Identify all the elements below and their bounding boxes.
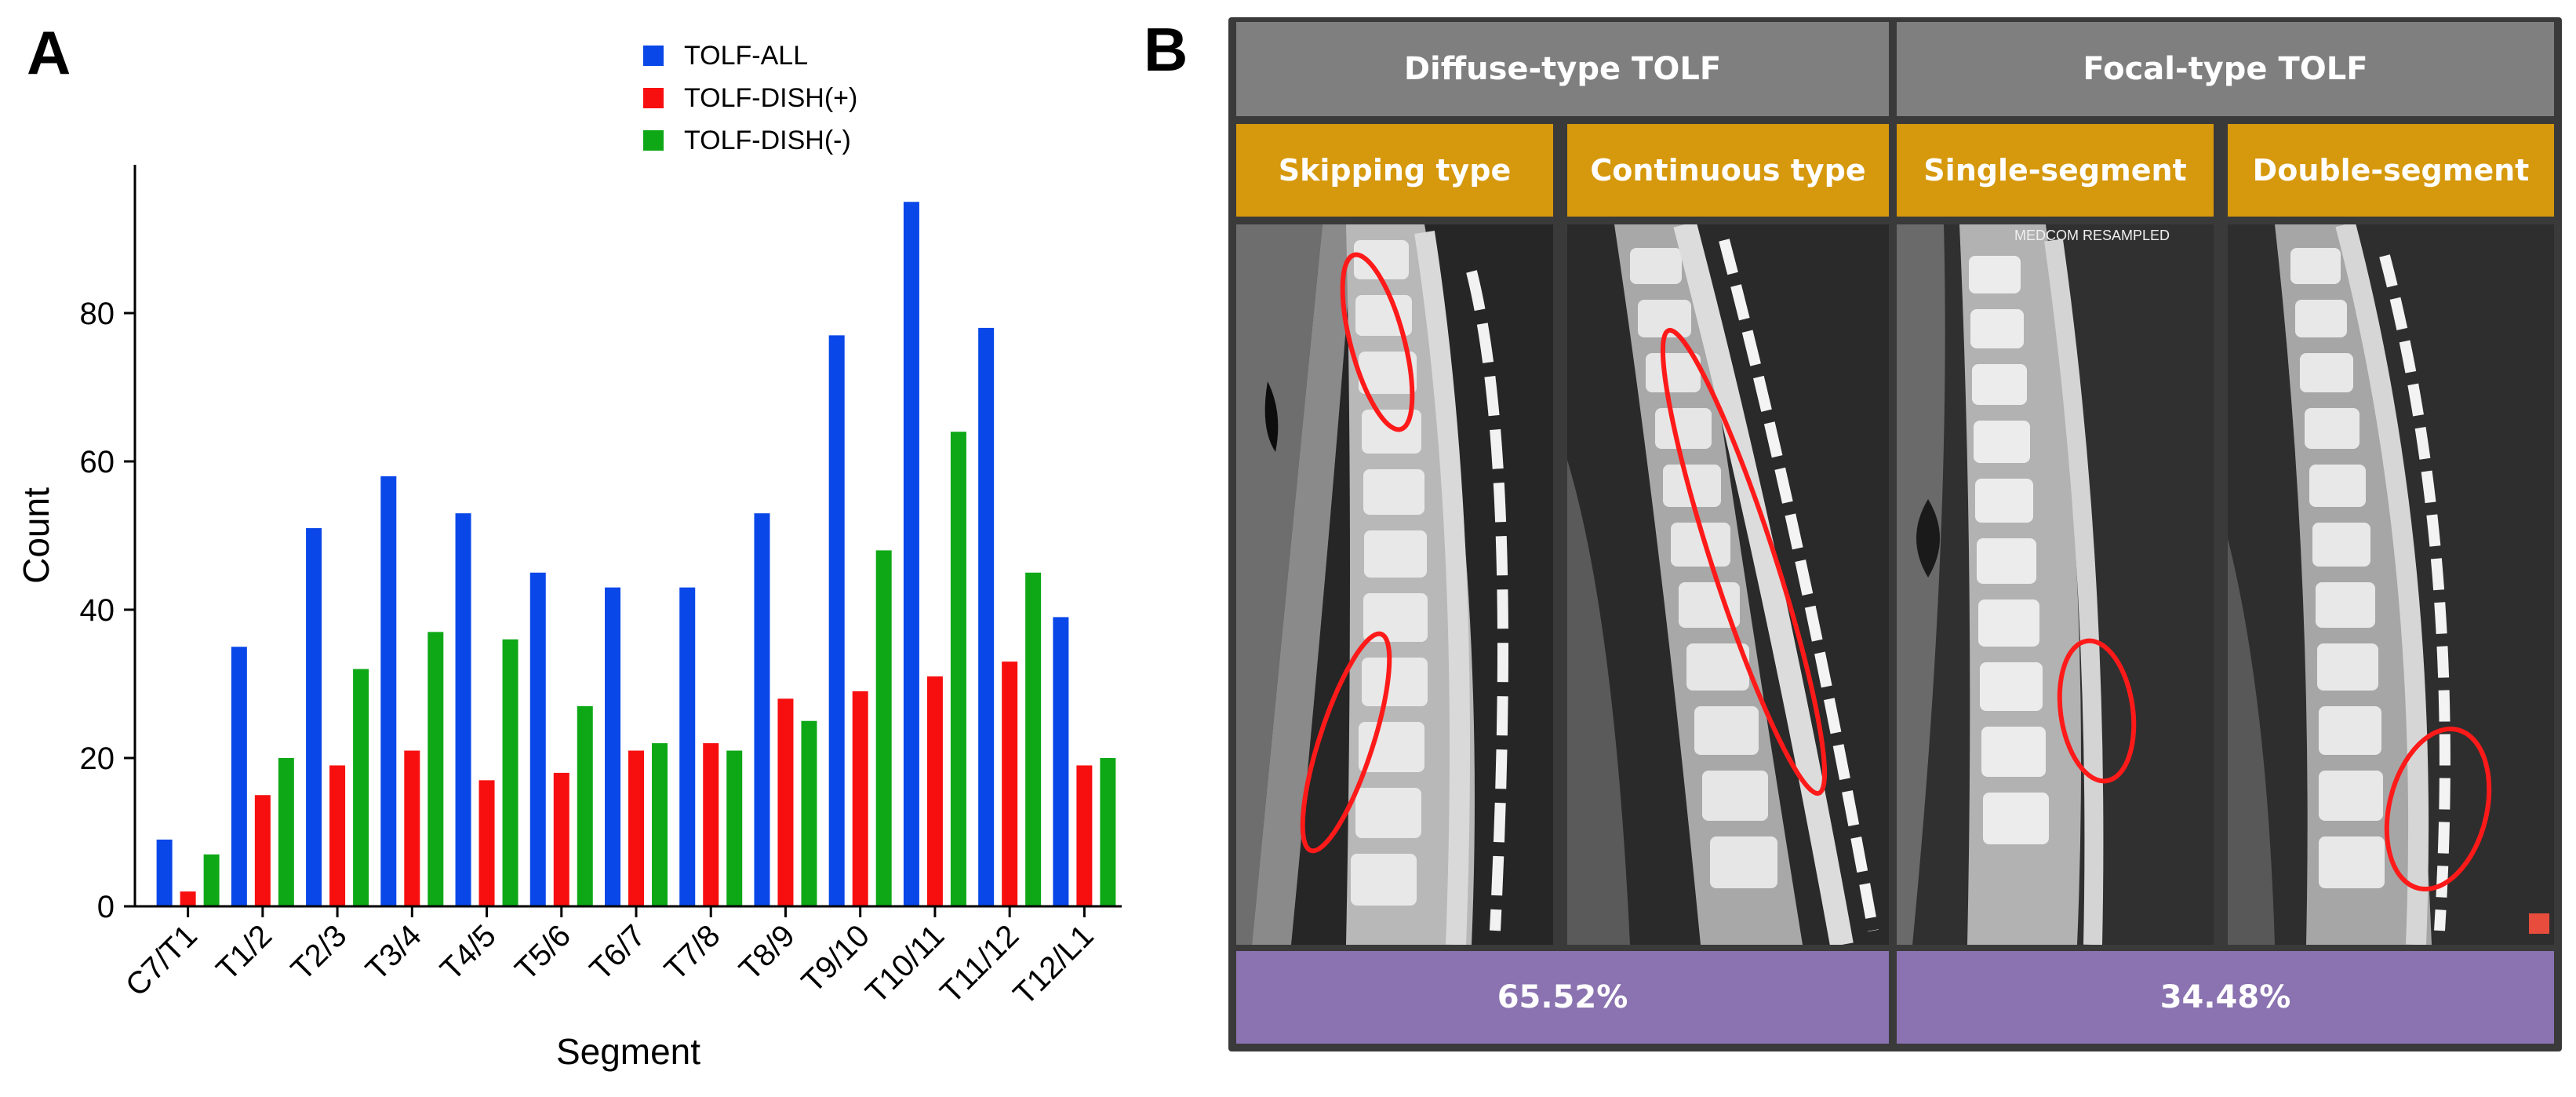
y-tick-label: 40	[80, 593, 115, 628]
bar-tolf-all-t7-8	[679, 587, 696, 906]
x-tick-label: T11/12	[933, 918, 1025, 1010]
bar-tolf-dish--t12-l1	[1100, 758, 1116, 906]
x-tick-label: T1/2	[209, 918, 278, 987]
bar-tolf-dish--t1-2	[254, 795, 271, 906]
bar-tolf-all-t1-2	[231, 647, 247, 906]
y-tick-label: 0	[97, 890, 115, 924]
x-tick-label: C7/T1	[119, 918, 204, 1003]
y-tick-label: 20	[80, 742, 115, 776]
x-tick-label: T2/3	[285, 918, 354, 987]
bar-tolf-all-t5-6	[529, 572, 546, 906]
x-tick-label: T5/6	[508, 918, 577, 987]
group-header-focal: Focal-type TOLF	[1897, 22, 2554, 116]
x-tick-label: T7/8	[658, 918, 727, 987]
y-axis-title: Count	[16, 487, 56, 584]
x-tick-label: T8/9	[733, 918, 802, 987]
ct-image-skipping	[1236, 224, 1553, 945]
bar-tolf-dish--t9-10	[852, 691, 868, 906]
legend-label: TOLF-DISH(-)	[684, 126, 851, 155]
bar-tolf-all-t11-12	[978, 327, 995, 906]
panel-a-label: A	[27, 18, 71, 87]
legend-swatch-tolf-dish-	[643, 88, 664, 108]
bar-tolf-dish--t8-9	[801, 720, 817, 906]
y-tick-label: 60	[80, 445, 115, 479]
subtype-continuous: Continuous type	[1567, 124, 1889, 217]
bar-tolf-dish--c7-t1	[180, 891, 196, 906]
percent-focal: 34.48%	[1897, 951, 2554, 1044]
bar-tolf-dish--t12-l1	[1076, 765, 1093, 906]
x-tick-label: T4/5	[434, 918, 503, 987]
ct-image-continuous	[1567, 224, 1889, 945]
bar-tolf-all-t3-4	[380, 476, 397, 906]
percent-diffuse: 65.52%	[1236, 951, 1889, 1044]
x-tick-label: T3/4	[359, 918, 428, 987]
subtype-skipping: Skipping type	[1236, 124, 1553, 217]
ct-comparison-panel: Diffuse-type TOLF Focal-type TOLF Skippi…	[1228, 17, 2562, 1051]
bar-chart: 0 20 40 60 80 C7/T1 T1/2 T2/3 T3/4 T4/5 T5/6 T6/7 T7…	[16, 41, 1122, 1072]
panel-b-label: B	[1144, 15, 1188, 84]
subtype-single-segment: Single-segment	[1897, 124, 2214, 217]
bar-tolf-dish--c7-t1	[203, 854, 220, 906]
bar-tolf-dish--t6-7	[652, 743, 668, 906]
ct-image-single-segment: MEDCOM RESAMPLED	[1897, 224, 2214, 945]
bar-tolf-all-t10-11	[903, 202, 919, 906]
x-tick-label: T12/L1	[1007, 918, 1101, 1011]
bar-tolf-all-c7-t1	[156, 839, 173, 906]
bar-tolf-dish--t11-12	[1025, 572, 1042, 906]
bar-tolf-dish--t4-5	[478, 780, 495, 906]
bar-tolf-dish--t3-4	[428, 632, 444, 906]
legend-swatch-tolf-dish-	[643, 130, 664, 151]
subtype-double-segment: Double-segment	[2228, 124, 2554, 217]
bar-tolf-all-t4-5	[455, 513, 471, 906]
bar-tolf-dish--t4-5	[502, 639, 518, 906]
bar-tolf-dish--t9-10	[875, 550, 892, 906]
bar-tolf-dish--t10-11	[926, 676, 943, 906]
bar-tolf-dish--t2-3	[329, 765, 346, 906]
bar-tolf-dish--t2-3	[353, 669, 369, 906]
bar-tolf-all-t9-10	[828, 335, 845, 907]
bar-tolf-dish--t11-12	[1002, 661, 1018, 906]
bar-tolf-dish--t7-8	[726, 750, 743, 906]
y-tick-label: 80	[80, 297, 115, 331]
group-header-diffuse: Diffuse-type TOLF	[1236, 22, 1889, 116]
bar-tolf-dish--t5-6	[553, 772, 569, 906]
legend-label: TOLF-DISH(+)	[684, 83, 857, 113]
bar-tolf-dish--t3-4	[404, 750, 420, 906]
x-axis-title: Segment	[556, 1031, 700, 1072]
legend-swatch-tolf-all	[643, 46, 664, 66]
bar-tolf-all-t2-3	[306, 528, 322, 906]
bar-tolf-all-t6-7	[605, 587, 620, 906]
bar-tolf-dish--t1-2	[278, 758, 294, 906]
bar-tolf-dish--t8-9	[777, 698, 794, 906]
x-tick-label: T6/7	[584, 918, 653, 987]
bar-tolf-dish--t10-11	[950, 432, 966, 906]
bar-tolf-all-t12-l1	[1053, 617, 1069, 906]
ct-image-double-segment	[2228, 224, 2554, 945]
legend-label: TOLF-ALL	[684, 41, 808, 71]
bar-tolf-all-t8-9	[754, 513, 770, 906]
image-caption: MEDCOM RESAMPLED	[2014, 228, 2170, 243]
bar-tolf-dish--t5-6	[577, 705, 593, 906]
x-tick-label: T10/11	[859, 918, 951, 1010]
bar-tolf-dish--t6-7	[628, 750, 644, 906]
bar-tolf-dish--t7-8	[703, 743, 719, 906]
